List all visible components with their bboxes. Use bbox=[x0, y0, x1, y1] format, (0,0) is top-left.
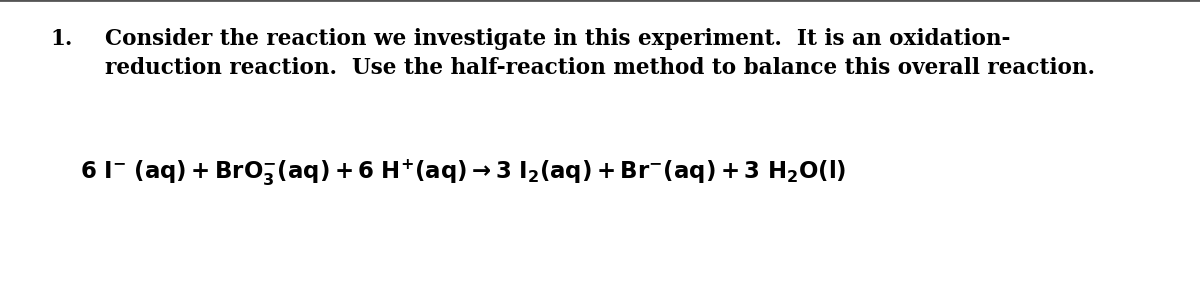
Text: 1.: 1. bbox=[50, 28, 72, 50]
Text: $\mathbf{6\ I^{-}\ (aq) + BrO_{3}^{-}(aq) + 6\ H^{+}(aq)\rightarrow 3\ I_{2}(aq): $\mathbf{6\ I^{-}\ (aq) + BrO_{3}^{-}(aq… bbox=[80, 158, 846, 188]
Text: reduction reaction.  Use the half-reaction method to balance this overall reacti: reduction reaction. Use the half-reactio… bbox=[106, 57, 1096, 79]
Text: Consider the reaction we investigate in this experiment.  It is an oxidation-: Consider the reaction we investigate in … bbox=[106, 28, 1010, 50]
